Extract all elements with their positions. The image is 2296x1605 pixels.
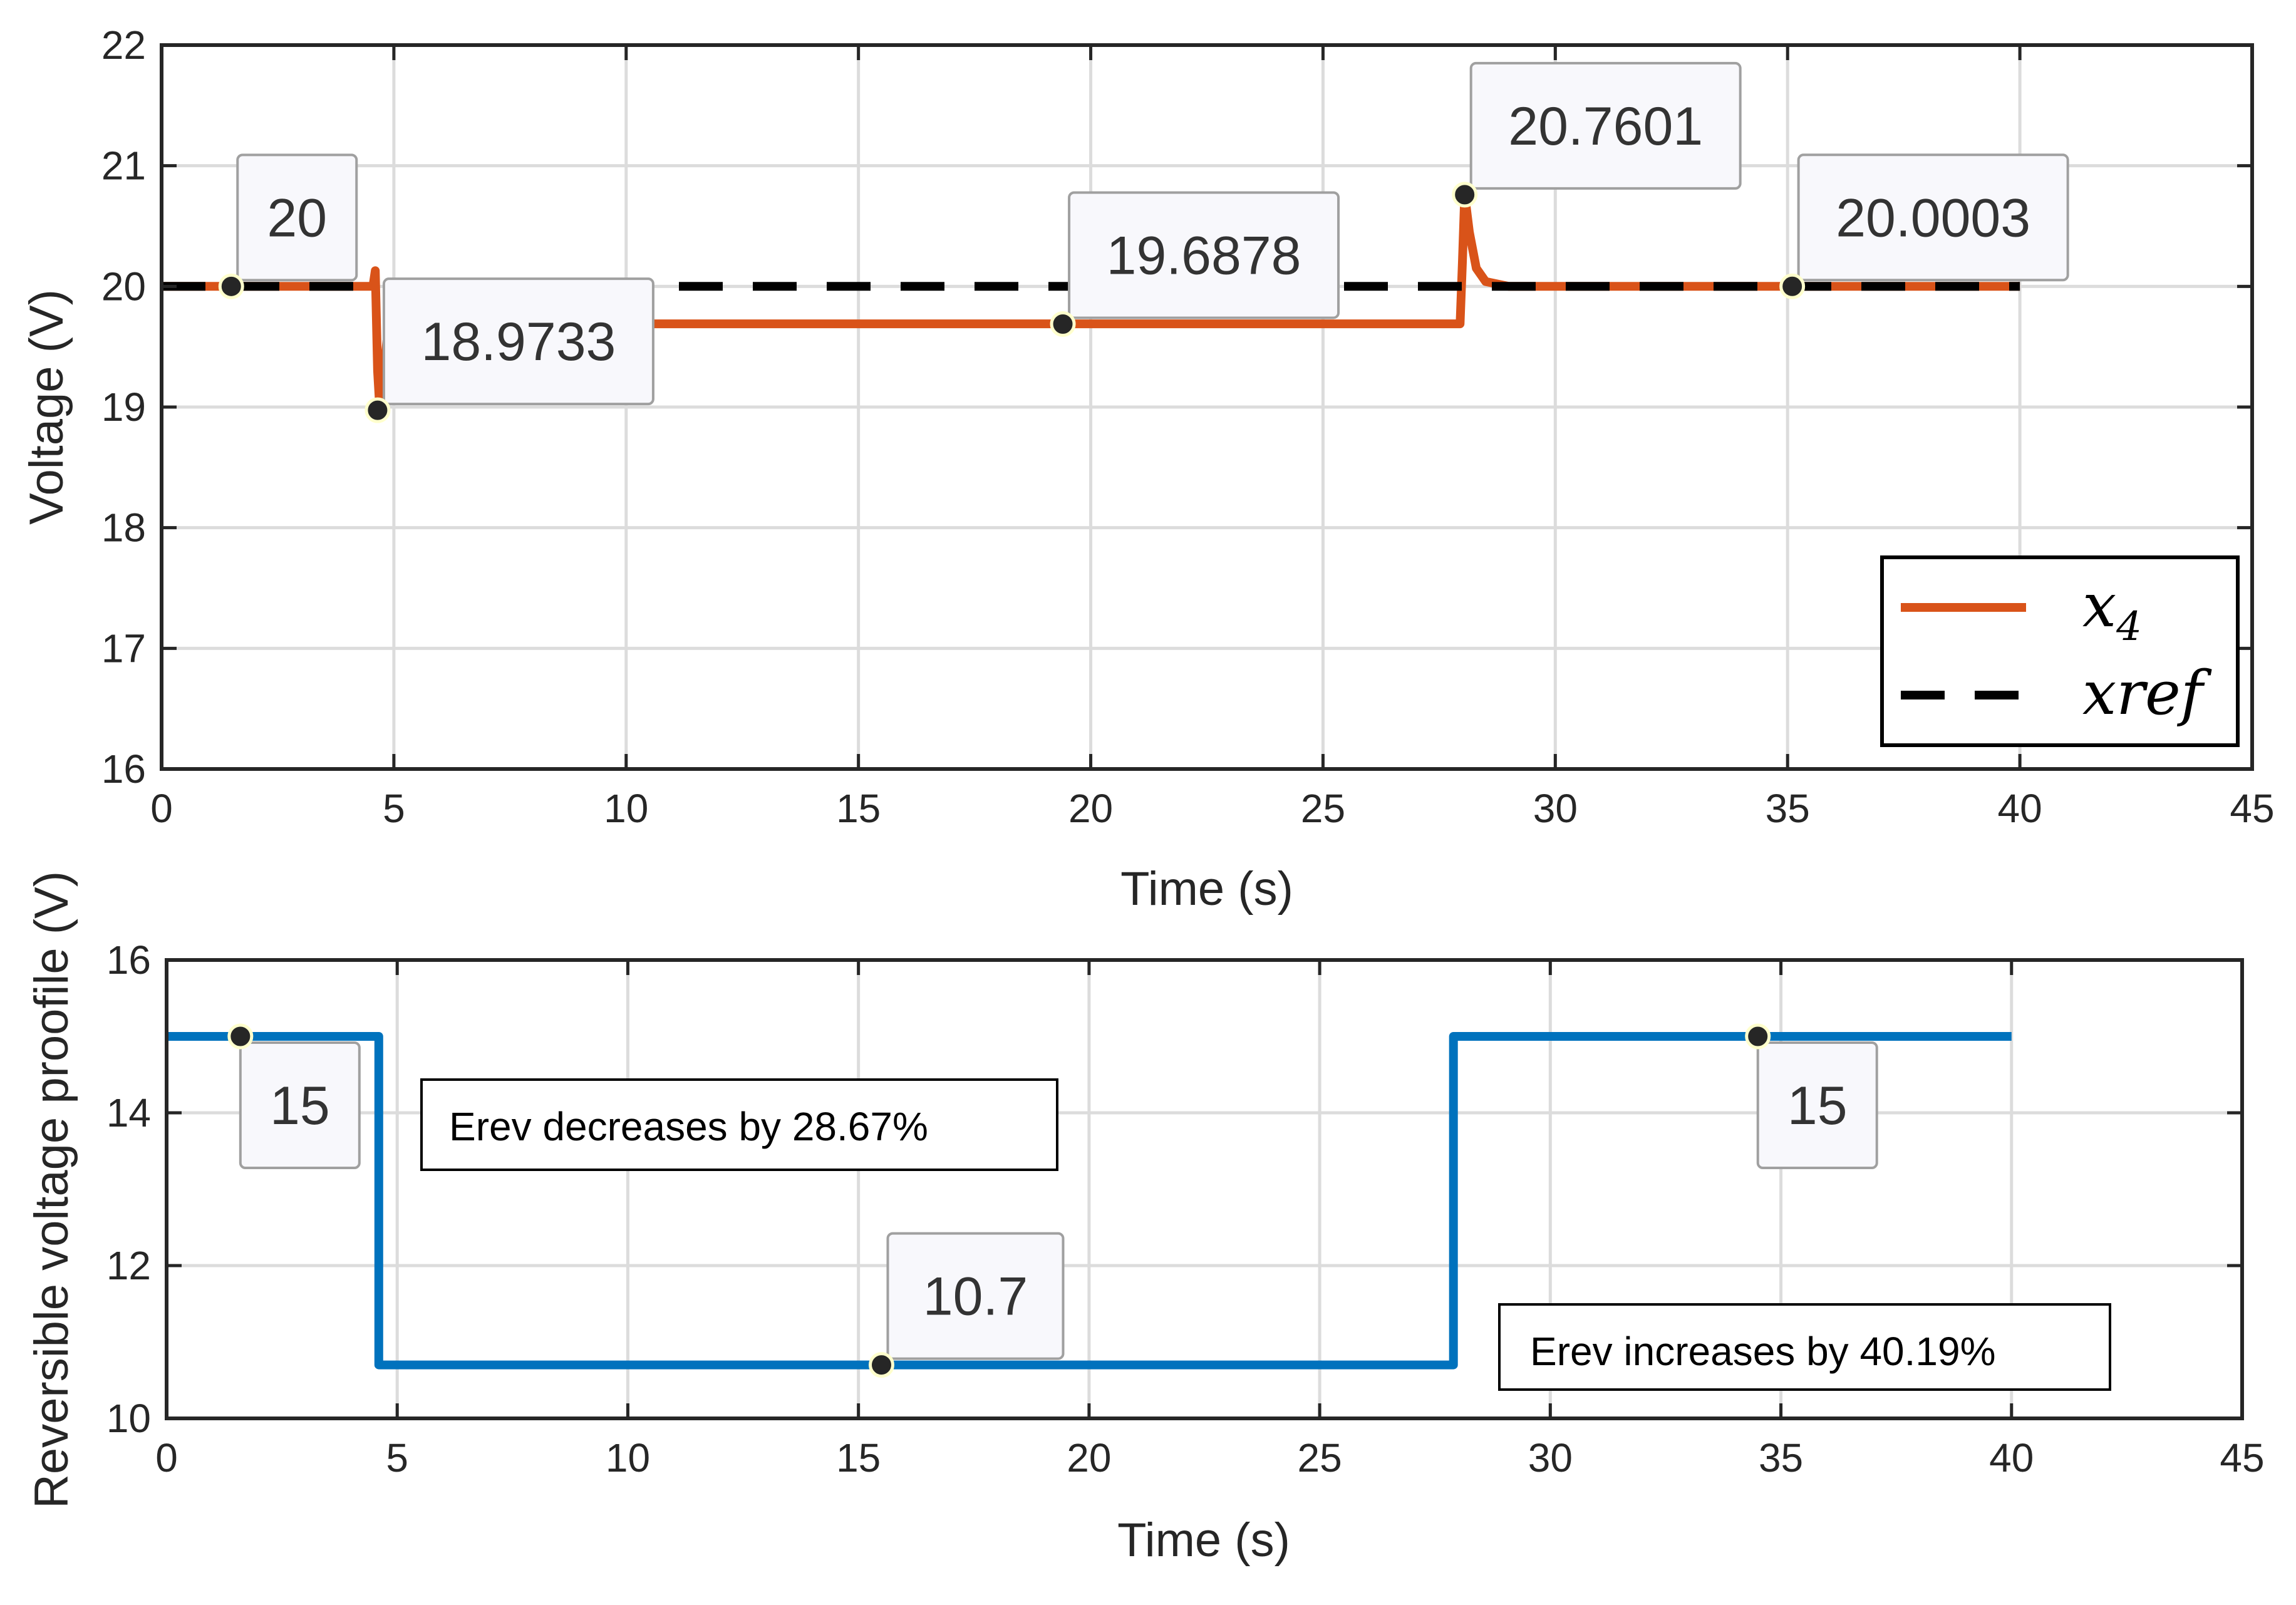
datatip-box [1068,191,1340,319]
y-tick-label: 22 [101,23,146,68]
y-tick-label: 16 [106,937,151,983]
legend-x4-sub: 4 [2116,604,2142,650]
datatip-marker [1745,1023,1771,1050]
erev-axes-box [165,958,2244,1420]
erev-x-axis-label: Time (s) [1117,1514,1290,1567]
datatip-marker [1779,273,1806,299]
x-tick-label: 0 [155,1435,178,1480]
legend-xref-label: xref [2082,658,2212,728]
x-tick-label: 25 [1298,1435,1342,1480]
datatip-marker [868,1352,894,1378]
x-tick-label: 45 [2220,1435,2264,1480]
erev-datatips: 15 10.7 15 [227,1023,1878,1378]
voltage-ticks: 0 5 10 15 20 25 30 35 40 45 16 17 18 19 20 21 22 [101,23,2275,831]
datatip-label: 19.6878 [1107,225,1301,286]
datatip-marker [227,1023,254,1050]
datatip-box [239,1041,361,1169]
series-erev-line [167,1032,2012,1370]
datatip-box [1797,153,2069,282]
datatip-box [382,277,654,406]
x-tick-label: 0 [150,786,173,831]
x-tick-label: 40 [1998,786,2042,831]
datatip-box [1756,1041,1878,1169]
x-tick-label: 35 [1759,1435,1803,1480]
y-tick-label: 21 [101,143,146,188]
x-tick-label: 25 [1301,786,1345,831]
y-tick-label: 16 [101,746,146,792]
y-tick-label: 17 [101,626,146,671]
y-tick-label: 18 [101,505,146,550]
legend-x4-name: x [2082,570,2116,641]
x-tick-label: 15 [836,1435,881,1480]
datatip-marker [1452,182,1478,208]
x-tick-label: 10 [604,786,648,831]
y-tick-label: 14 [106,1090,151,1135]
x-tick-label: 5 [383,786,405,831]
y-tick-label: 12 [106,1243,151,1288]
datatip-marker [1050,311,1076,337]
erev-ticks: 0 5 10 15 20 25 30 35 40 45 10 12 14 16 [106,937,2265,1480]
datatip-box [886,1232,1065,1360]
datatip-label: 18.9733 [421,312,616,372]
voltage-y-axis-label: Voltage (V) [20,289,73,525]
datatip-label: 20.0003 [1836,188,2030,248]
x-tick-label: 20 [1068,786,1113,831]
legend: x4 xref [1880,555,2240,747]
datatip-marker [365,397,391,423]
datatip-label: 20.7601 [1508,96,1703,157]
datatip-label: 20 [267,188,327,248]
decrease-annotation-box [420,1078,1058,1171]
erev-series [167,1032,2012,1370]
x-tick-label: 15 [836,786,881,831]
y-tick-label: 20 [101,264,146,309]
legend-x4-label: x4 [2082,570,2142,650]
x-tick-label: 30 [1528,1435,1573,1480]
reversible-voltage-chart: 15 10.7 15 0 5 10 15 20 25 30 35 40 45 10 12 14 16 Time… [25,871,2265,1567]
x-tick-label: 40 [1989,1435,2034,1480]
decrease-annotation: Erev decreases by 28.67% [449,1104,928,1149]
datatip-label: 15 [1787,1076,1848,1136]
x-tick-label: 45 [2230,786,2274,831]
x-tick-label: 10 [606,1435,650,1480]
datatip-label: 15 [270,1076,330,1136]
y-tick-label: 19 [101,384,146,430]
x-tick-label: 20 [1067,1435,1111,1480]
erev-y-axis-label: Reversible voltage proofile (V) [25,871,78,1509]
datatip-marker [218,273,244,299]
datatip-box [236,153,358,282]
increase-annotation: Erev increases by 40.19% [1530,1329,1996,1374]
x-tick-label: 35 [1766,786,1810,831]
voltage-x-axis-label: Time (s) [1120,862,1293,916]
y-tick-label: 10 [106,1396,151,1441]
legend-box [1880,555,2240,747]
x-tick-label: 5 [386,1435,408,1480]
datatip-label: 10.7 [923,1267,1028,1327]
datatip-box [1469,61,1742,190]
increase-annotation-box [1498,1303,2111,1391]
voltage-datatips: 20 18.9733 19.6878 20.7601 20.0003 [218,61,2069,423]
x-tick-label: 30 [1533,786,1578,831]
